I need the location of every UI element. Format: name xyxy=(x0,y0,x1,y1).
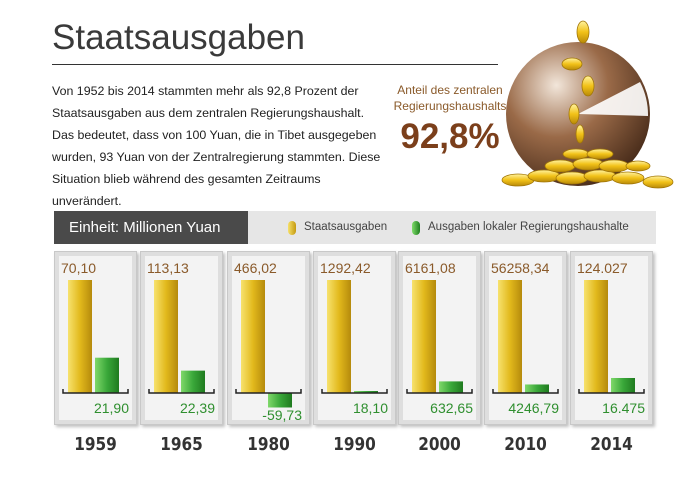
year-label-2014: 2014 xyxy=(590,434,633,455)
label-local-2010: 4246,79 xyxy=(508,400,559,416)
baseline-1959 xyxy=(62,389,129,394)
label-local-1959: 21,90 xyxy=(93,400,129,416)
bar-national-1980 xyxy=(241,280,265,393)
baseline-2000 xyxy=(406,389,473,394)
label-national-1965: 113,13 xyxy=(147,260,189,276)
year-label-1965: 1965 xyxy=(160,434,203,455)
panel-bars xyxy=(406,280,473,394)
baseline-1990 xyxy=(321,389,388,394)
chart-panel-1990: 1292,42 18,10 xyxy=(313,251,396,425)
chart-panel-1980: 466,02 -59,73 xyxy=(227,251,310,425)
year-label-1980: 1980 xyxy=(247,434,290,455)
chart-panel-1965: 113,13 22,39 xyxy=(140,251,223,425)
panel-bars xyxy=(578,280,645,394)
panel-bars xyxy=(492,280,559,394)
bar-local-2014 xyxy=(611,377,635,393)
baseline-1965 xyxy=(148,389,215,394)
bar-national-2000 xyxy=(412,280,436,393)
legend: Staatsausgaben Ausgaben lokaler Regierun… xyxy=(248,211,656,244)
chart-panel-2000: 6161,08 632,65 xyxy=(398,251,481,425)
intro-paragraph: Von 1952 bis 2014 stammten mehr als 92,8… xyxy=(52,84,381,208)
label-national-1959: 70,10 xyxy=(61,260,97,276)
label-local-1990: 18,10 xyxy=(352,400,388,416)
label-national-1980: 466,02 xyxy=(234,260,277,276)
year-label-1959: 1959 xyxy=(74,434,117,455)
legend-swatch-national xyxy=(288,221,296,235)
bar-local-1965 xyxy=(181,370,205,393)
panel-bars xyxy=(148,280,215,394)
bar-local-2000 xyxy=(439,381,463,393)
label-national-2000: 6161,08 xyxy=(405,260,456,276)
label-national-1990: 1292,42 xyxy=(320,260,371,276)
bar-national-1965 xyxy=(154,280,178,393)
legend-swatch-local xyxy=(412,221,420,235)
label-local-1980: -59,73 xyxy=(262,407,302,423)
baseline-2014 xyxy=(578,389,645,394)
panel-bars xyxy=(321,280,388,394)
panel-bars xyxy=(62,280,129,394)
label-local-1965: 22,39 xyxy=(179,400,215,416)
bar-local-1990 xyxy=(354,391,378,393)
bar-local-1959 xyxy=(95,357,119,393)
legend-label-national: Staatsausgaben xyxy=(304,221,388,233)
bar-national-2010 xyxy=(498,280,522,393)
year-label-2000: 2000 xyxy=(418,434,461,455)
label-national-2010: 56258,34 xyxy=(491,260,550,276)
year-label-2010: 2010 xyxy=(504,434,547,455)
chart-panel-2010: 56258,34 4246,79 xyxy=(484,251,567,425)
share-value: 92,8% xyxy=(400,117,500,156)
bar-national-1990 xyxy=(327,280,351,393)
legend-label-local: Ausgaben lokaler Regierungshaushalte xyxy=(428,221,629,233)
label-national-2014: 124.027 xyxy=(577,260,628,276)
bar-national-1959 xyxy=(68,280,92,393)
coin-pile-icon xyxy=(501,20,674,189)
year-label-1990: 1990 xyxy=(333,434,376,455)
chart-panel-2014: 124.027 16.475 xyxy=(570,251,653,425)
baseline-1980 xyxy=(235,389,302,394)
title-rule xyxy=(52,64,498,65)
panel-bars xyxy=(235,280,302,408)
bar-local-2010 xyxy=(525,384,549,393)
unit-label: Einheit: Millionen Yuan xyxy=(54,211,248,244)
label-local-2014: 16.475 xyxy=(602,400,645,416)
bar-national-2014 xyxy=(584,280,608,393)
share-label: Anteil des zentralen Regierungshaushalts xyxy=(393,83,507,113)
page-title: Staatsausgaben xyxy=(52,18,305,57)
label-local-2000: 632,65 xyxy=(430,400,473,416)
baseline-2010 xyxy=(492,389,559,394)
bar-local-1980 xyxy=(268,393,292,408)
chart-panel-1959: 70,10 21,90 xyxy=(54,251,137,425)
